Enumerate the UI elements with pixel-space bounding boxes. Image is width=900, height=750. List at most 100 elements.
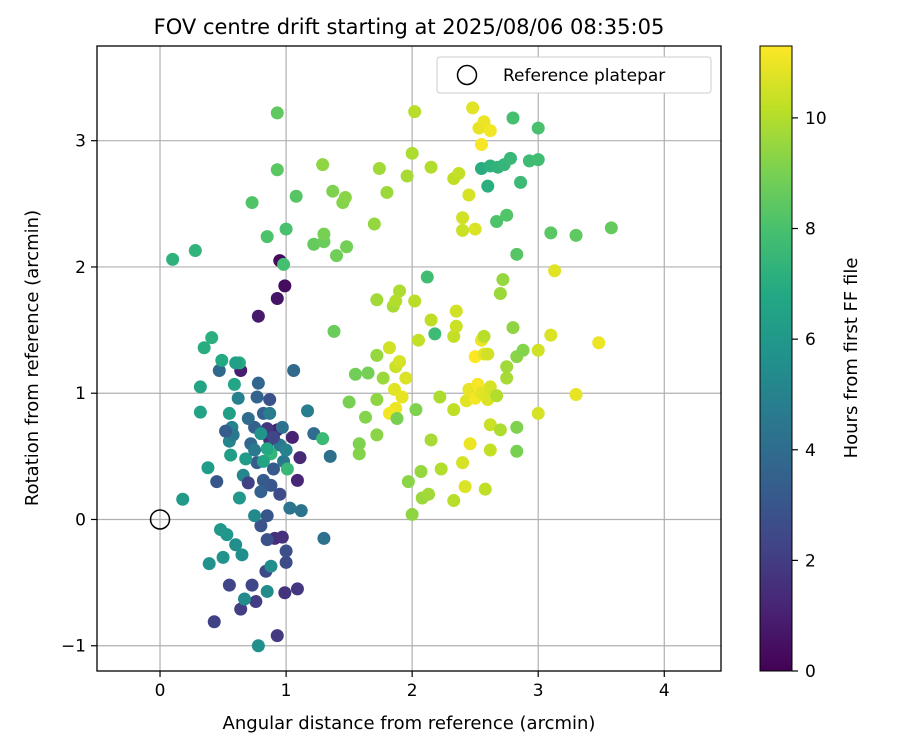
data-point-48 — [248, 509, 262, 523]
data-point-16 — [234, 602, 248, 616]
data-point-96 — [408, 105, 422, 119]
data-point-43 — [301, 404, 315, 418]
y-axis-label: Rotation from reference (arcmin) — [22, 210, 43, 506]
data-point-55 — [214, 523, 228, 537]
data-point-57 — [201, 461, 215, 475]
data-point-162 — [447, 403, 461, 417]
data-point-88 — [338, 191, 352, 205]
data-point-210 — [232, 491, 246, 505]
data-point-95 — [424, 160, 438, 174]
data-point-80 — [270, 106, 284, 120]
data-point-141 — [411, 333, 425, 347]
data-point-182 — [478, 482, 492, 496]
x-tick-label-3: 3 — [533, 681, 544, 701]
data-point-222 — [251, 639, 265, 653]
data-point-145 — [399, 371, 413, 385]
data-point-216 — [219, 424, 233, 438]
data-point-102 — [468, 222, 482, 236]
data-point-214 — [279, 443, 293, 457]
y-axis-ticks: −1 0 1 2 3 — [61, 132, 97, 657]
data-point-99 — [456, 223, 470, 237]
data-point-68 — [188, 244, 202, 258]
data-point-58 — [224, 448, 238, 462]
data-point-92 — [372, 161, 386, 175]
colorbar-label: Hours from first FF file — [841, 258, 862, 459]
data-point-11 — [275, 530, 289, 544]
data-point-77 — [245, 196, 259, 210]
data-point-138 — [389, 294, 403, 308]
data-point-27 — [256, 473, 270, 487]
x-tick-label-2: 2 — [407, 681, 418, 701]
data-point-24 — [254, 519, 268, 533]
scatter-points — [166, 101, 618, 653]
data-point-62 — [227, 377, 241, 391]
data-point-121 — [510, 247, 524, 261]
colorbar-tick-label-1: 2 — [805, 551, 816, 571]
data-point-18 — [222, 578, 236, 592]
data-point-66 — [205, 331, 219, 345]
data-point-166 — [456, 456, 470, 470]
data-point-75 — [279, 222, 293, 236]
data-point-13 — [290, 582, 304, 596]
x-tick-label-1: 1 — [281, 681, 292, 701]
data-point-190 — [506, 321, 520, 335]
data-point-131 — [370, 428, 384, 442]
data-point-205 — [239, 452, 253, 466]
data-point-184 — [490, 389, 504, 403]
data-point-185 — [493, 423, 507, 437]
data-point-44 — [231, 391, 245, 405]
data-point-38 — [294, 504, 308, 518]
data-point-132 — [370, 393, 384, 407]
data-point-72 — [428, 327, 442, 341]
data-point-89 — [316, 158, 330, 172]
data-point-53 — [216, 550, 230, 564]
data-point-213 — [266, 430, 280, 444]
data-point-139 — [408, 294, 422, 308]
data-point-79 — [270, 163, 284, 177]
data-point-107 — [474, 137, 488, 151]
reference-marker — [149, 509, 171, 530]
data-point-106 — [483, 124, 497, 138]
data-point-81 — [307, 237, 321, 251]
data-point-83 — [330, 249, 344, 263]
data-point-94 — [405, 146, 419, 160]
data-point-61 — [193, 380, 207, 394]
data-point-22 — [279, 544, 293, 558]
data-point-203 — [241, 411, 255, 425]
data-point-56 — [176, 492, 190, 506]
data-point-134 — [376, 371, 390, 385]
data-point-167 — [458, 480, 472, 494]
colorbar-ticks: 0 2 4 6 8 10 — [792, 109, 827, 682]
data-point-78 — [289, 189, 303, 203]
data-point-187 — [500, 360, 514, 374]
y-tick-label-2: 1 — [75, 384, 86, 404]
x-axis-label: Angular distance from reference (arcmin) — [223, 713, 596, 734]
data-point-23 — [260, 533, 274, 547]
data-point-188 — [493, 286, 507, 300]
data-point-76 — [260, 230, 274, 244]
data-point-50 — [264, 559, 278, 573]
data-point-224 — [229, 356, 243, 370]
data-point-123 — [569, 228, 583, 242]
data-point-126 — [348, 367, 362, 381]
data-point-193 — [510, 420, 524, 434]
data-point-197 — [544, 328, 558, 342]
data-point-51 — [235, 548, 249, 562]
data-point-91 — [380, 185, 394, 199]
data-point-124 — [604, 221, 618, 235]
data-point-153 — [401, 475, 415, 489]
data-point-140 — [424, 313, 438, 327]
colorbar-tick-label-2: 4 — [805, 441, 816, 461]
data-point-160 — [434, 462, 448, 476]
colorbar: 0 2 4 6 8 10 Hours from first FF file — [759, 45, 862, 682]
legend: Reference platepar — [436, 56, 712, 94]
data-point-208 — [273, 487, 287, 501]
data-point-198 — [548, 264, 562, 278]
data-point-84 — [340, 240, 354, 254]
data-point-147 — [395, 390, 409, 404]
data-point-90 — [367, 217, 381, 231]
data-point-14 — [270, 629, 284, 643]
colorbar-tick-label-4: 8 — [805, 220, 816, 240]
data-point-194 — [510, 444, 524, 458]
y-tick-label-1: 0 — [75, 510, 86, 530]
